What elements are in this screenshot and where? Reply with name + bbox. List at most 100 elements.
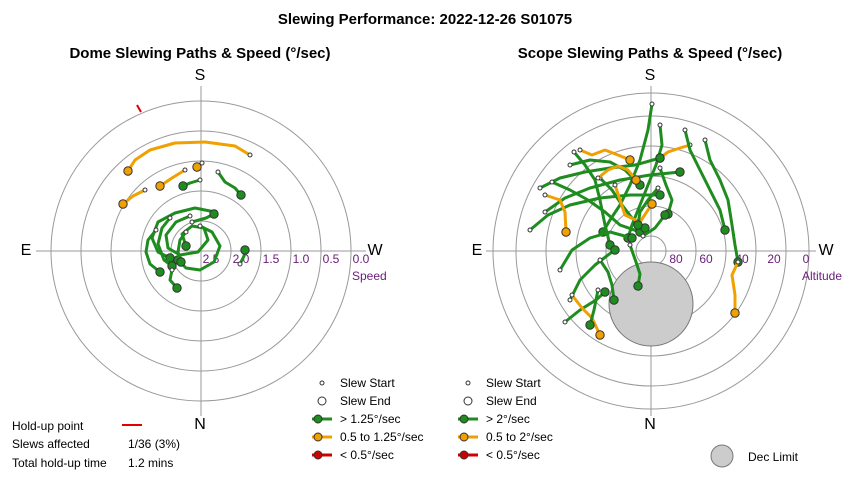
dome-dir-right: W xyxy=(367,242,383,259)
slew-end-marker xyxy=(155,181,165,191)
slew-path xyxy=(568,158,642,187)
dec-limit-legend: Dec Limit xyxy=(710,444,799,468)
slew-start-marker xyxy=(612,182,618,188)
slew-end-marker xyxy=(627,233,637,243)
slew-start-marker xyxy=(735,259,741,265)
radial-tick-label: 1.5 xyxy=(263,252,280,266)
slew-start-marker xyxy=(577,147,583,153)
slew-end-marker xyxy=(585,320,595,330)
slew-path xyxy=(598,258,616,302)
slew-path xyxy=(641,213,667,238)
slew-start-marker xyxy=(597,257,603,263)
slew-path xyxy=(558,230,634,272)
legend-label: < 0.5°/sec xyxy=(486,448,540,462)
slew-end-marker xyxy=(610,245,620,255)
slew-path xyxy=(588,288,600,327)
slew-start-marker xyxy=(169,267,175,273)
radial-tick-label: 0 xyxy=(803,252,810,266)
slew-start-marker xyxy=(189,219,195,225)
slew-end-marker xyxy=(178,181,188,191)
slew-start-marker xyxy=(549,179,555,185)
slew-end-marker xyxy=(236,190,246,200)
slew-start-marker xyxy=(527,227,533,233)
scope-legend: Slew Start Slew End > 2°/sec 0.5 to 2°/sec <… xyxy=(458,376,553,462)
slew-start-marker xyxy=(595,287,601,293)
legend-dot-swatch xyxy=(459,450,469,460)
slew-start-marker xyxy=(640,233,646,239)
slew-start-marker xyxy=(542,209,548,215)
slew-start-marker xyxy=(682,127,688,133)
slew-path xyxy=(156,216,174,268)
slew-end-marker xyxy=(561,227,571,237)
holdup-total-label: Total hold-up time xyxy=(12,456,107,470)
slew-path xyxy=(658,143,692,160)
dome-dir-bottom: N xyxy=(194,416,206,433)
slew-end-marker xyxy=(176,257,186,267)
legend-start-swatch xyxy=(319,380,325,386)
slew-end-marker xyxy=(633,281,643,291)
radial-tick-label: 1.0 xyxy=(293,252,310,266)
slew-path xyxy=(683,128,727,232)
slew-start-marker xyxy=(702,137,708,143)
legend-end-swatch xyxy=(317,396,327,406)
slew-end-marker xyxy=(172,283,182,293)
slew-end-marker xyxy=(595,330,605,340)
slew-start-marker xyxy=(199,160,205,166)
slew-path xyxy=(150,206,217,260)
slew-start-marker xyxy=(142,187,148,193)
holdup-point-label: Hold-up point xyxy=(12,419,84,433)
scope-dir-bottom: N xyxy=(644,416,656,433)
scope-panel: Scope Slewing Paths & Speed (°/sec) S N … xyxy=(472,45,843,433)
slew-start-marker xyxy=(657,122,663,128)
legend-dot-swatch xyxy=(459,432,469,442)
radial-tick-label: 80 xyxy=(669,252,683,266)
slew-path xyxy=(543,193,568,234)
legend-label: Slew End xyxy=(340,394,391,408)
scope-alt-ticks: 80 60 40 20 0 xyxy=(669,252,809,266)
radial-tick-label: 0.5 xyxy=(323,252,340,266)
slew-path xyxy=(528,193,662,232)
holdup-marker xyxy=(136,104,142,113)
chart-title: Slewing Performance: 2022-12-26 S01075 xyxy=(278,11,572,28)
slew-path xyxy=(550,180,642,234)
dome-paths xyxy=(118,140,253,293)
dome-title: Dome Slewing Paths & Speed (°/sec) xyxy=(69,45,330,62)
slew-start-marker xyxy=(562,319,568,325)
slew-end-marker xyxy=(155,267,165,277)
radial-tick-label: 20 xyxy=(767,252,781,266)
slew-start-marker xyxy=(167,215,173,221)
holdup-info: Hold-up point Slews affected 1/36 (3%) T… xyxy=(12,419,180,470)
slew-start-marker xyxy=(649,101,655,107)
scope-dir-left: E xyxy=(472,242,483,259)
slew-path xyxy=(568,248,617,302)
slew-start-marker xyxy=(595,175,601,181)
slew-path xyxy=(158,168,187,188)
slew-path xyxy=(658,166,674,216)
dome-dir-left: E xyxy=(21,242,32,259)
slew-path xyxy=(703,138,740,264)
legend-label: > 2°/sec xyxy=(486,412,530,426)
slew-path xyxy=(626,123,664,240)
slew-path xyxy=(628,243,642,288)
legend-start-swatch xyxy=(465,380,471,386)
slew-path xyxy=(144,228,162,274)
slew-start-marker xyxy=(537,185,543,191)
scope-grid xyxy=(486,86,816,416)
slew-start-marker xyxy=(197,177,203,183)
slew-start-marker xyxy=(247,152,253,158)
legend-label: > 1.25°/sec xyxy=(340,412,401,426)
slew-end-marker xyxy=(625,155,635,165)
slew-start-marker xyxy=(182,167,188,173)
slew-end-marker xyxy=(240,245,250,255)
slew-start-marker xyxy=(569,292,575,298)
slew-start-marker xyxy=(627,242,633,248)
dec-limit-swatch xyxy=(710,444,734,468)
dome-axis-label: Speed xyxy=(352,269,387,283)
slew-start-marker xyxy=(567,297,573,303)
scope-dir-top: S xyxy=(645,67,656,84)
legend-label: Slew Start xyxy=(340,376,395,390)
slew-end-marker xyxy=(631,175,641,185)
slew-start-marker xyxy=(153,227,159,233)
slew-end-marker xyxy=(633,220,643,230)
slew-end-marker xyxy=(730,308,740,318)
